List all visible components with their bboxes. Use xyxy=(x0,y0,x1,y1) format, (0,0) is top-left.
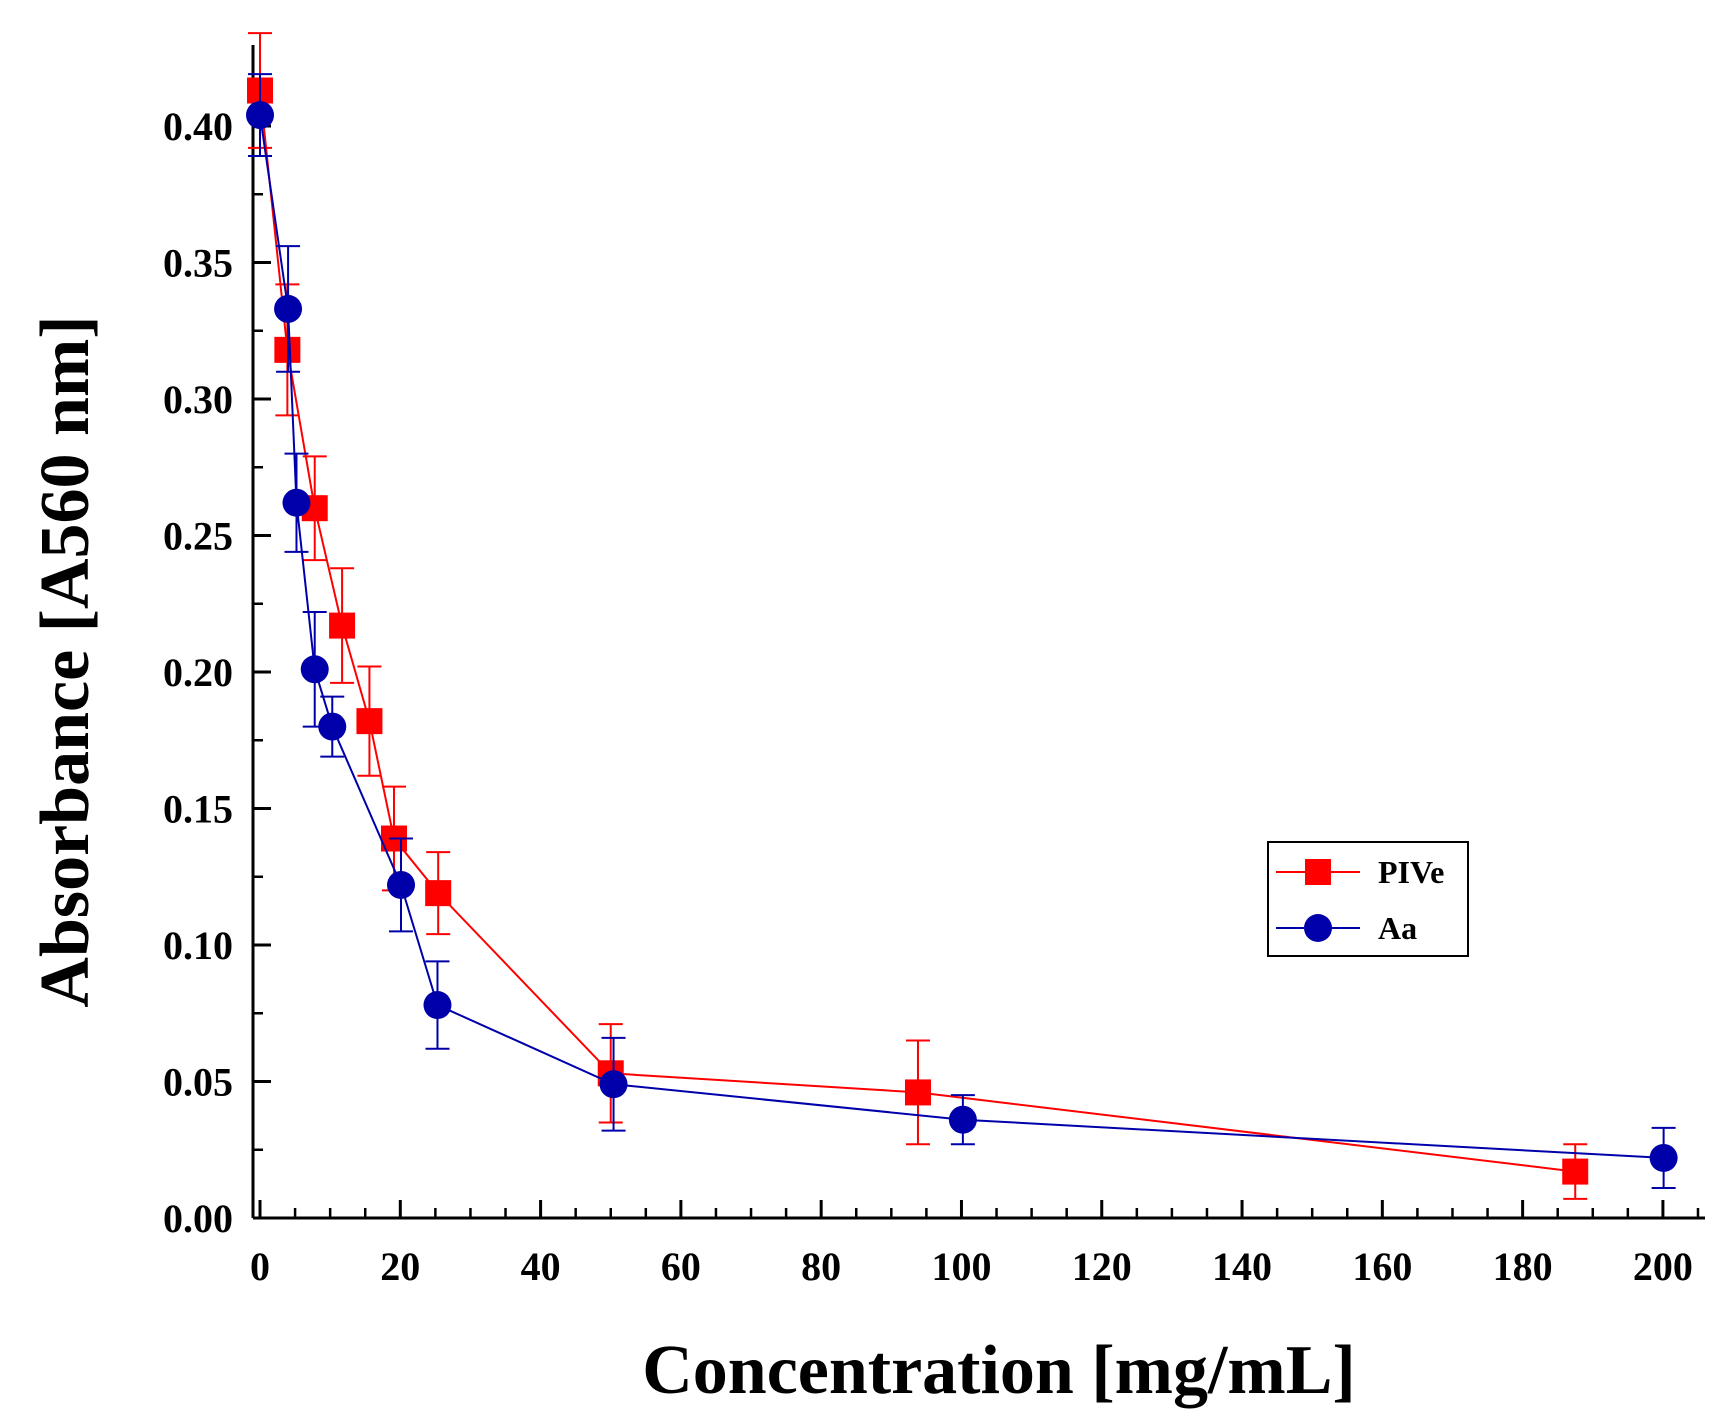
y-tick-label: 0.35 xyxy=(163,241,233,286)
legend-item-aa: Aa xyxy=(1276,910,1417,946)
series-line-pive xyxy=(259,90,1576,1173)
y-tick-label: 0.00 xyxy=(163,1196,233,1241)
x-tick-label: 200 xyxy=(1633,1244,1693,1289)
y-tick-label: 0.05 xyxy=(163,1060,233,1105)
series-line-aa xyxy=(259,114,1664,1159)
legend-box xyxy=(1267,841,1469,957)
x-tick-label: 160 xyxy=(1352,1244,1412,1289)
x-tick-label: 20 xyxy=(380,1244,420,1289)
y-tick-label: 0.25 xyxy=(163,514,233,559)
data-point xyxy=(282,488,311,517)
legend-item-pive: PIVe xyxy=(1276,854,1444,890)
y-tick-label: 0.20 xyxy=(163,650,233,695)
data-point xyxy=(1649,1143,1678,1172)
data-point xyxy=(1562,1158,1589,1185)
series-layer xyxy=(246,32,1678,1200)
series-pive xyxy=(247,32,1589,1200)
ticks: 0 20 40 60 80 100 120 140 160 180 200 0.00 0.05 0.10 0… xyxy=(163,104,1700,1289)
legend-marker xyxy=(1305,859,1331,885)
legend: PIVe Aa xyxy=(1267,841,1469,957)
legend-label: PIVe xyxy=(1378,854,1444,890)
x-tick-label: 120 xyxy=(1072,1244,1132,1289)
data-point xyxy=(329,612,356,639)
x-tick-label: 60 xyxy=(661,1244,701,1289)
y-axis-title: Absorbance [A560 nm] xyxy=(27,315,104,1007)
data-point xyxy=(356,708,383,735)
series-aa xyxy=(246,73,1678,1189)
data-point xyxy=(300,655,329,684)
x-tick-label: 40 xyxy=(521,1244,561,1289)
x-tick-label: 180 xyxy=(1493,1244,1553,1289)
data-point xyxy=(274,294,303,323)
data-point xyxy=(246,101,275,130)
legend-label: Aa xyxy=(1378,910,1417,946)
x-axis-title: Concentration [mg/mL] xyxy=(642,1332,1356,1409)
data-point xyxy=(948,1105,977,1134)
data-point xyxy=(904,1079,931,1106)
data-point xyxy=(599,1070,628,1099)
x-tick-label: 100 xyxy=(931,1244,991,1289)
data-point xyxy=(387,870,416,899)
x-tick-label: 140 xyxy=(1212,1244,1272,1289)
data-point xyxy=(318,712,347,741)
data-point xyxy=(425,880,452,907)
x-tick-label: 0 xyxy=(250,1244,270,1289)
y-tick-label: 0.10 xyxy=(163,923,233,968)
y-tick-label: 0.40 xyxy=(163,104,233,149)
y-tick-label: 0.15 xyxy=(163,787,233,832)
data-point xyxy=(423,991,452,1020)
axes xyxy=(251,45,1705,1220)
x-tick-label: 80 xyxy=(801,1244,841,1289)
legend-marker xyxy=(1304,914,1332,942)
y-tick-label: 0.30 xyxy=(163,377,233,422)
